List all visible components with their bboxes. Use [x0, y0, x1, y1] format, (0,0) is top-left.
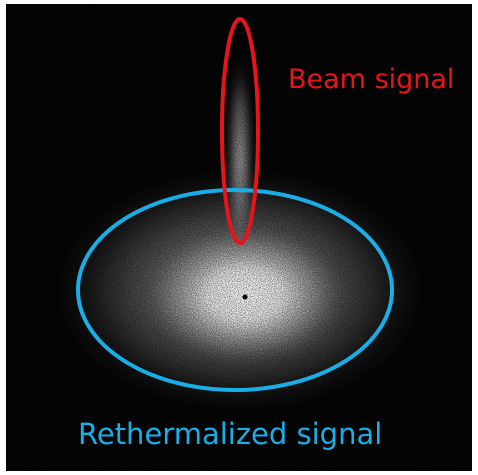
beam-label: Beam signal [288, 64, 454, 95]
center-dot [243, 295, 248, 300]
detector-image: Beam signal Rethermalized signal [0, 0, 478, 475]
rethermalized-label: Rethermalized signal [78, 417, 382, 451]
page: Beam signal Rethermalized signal (() => … [0, 0, 478, 475]
